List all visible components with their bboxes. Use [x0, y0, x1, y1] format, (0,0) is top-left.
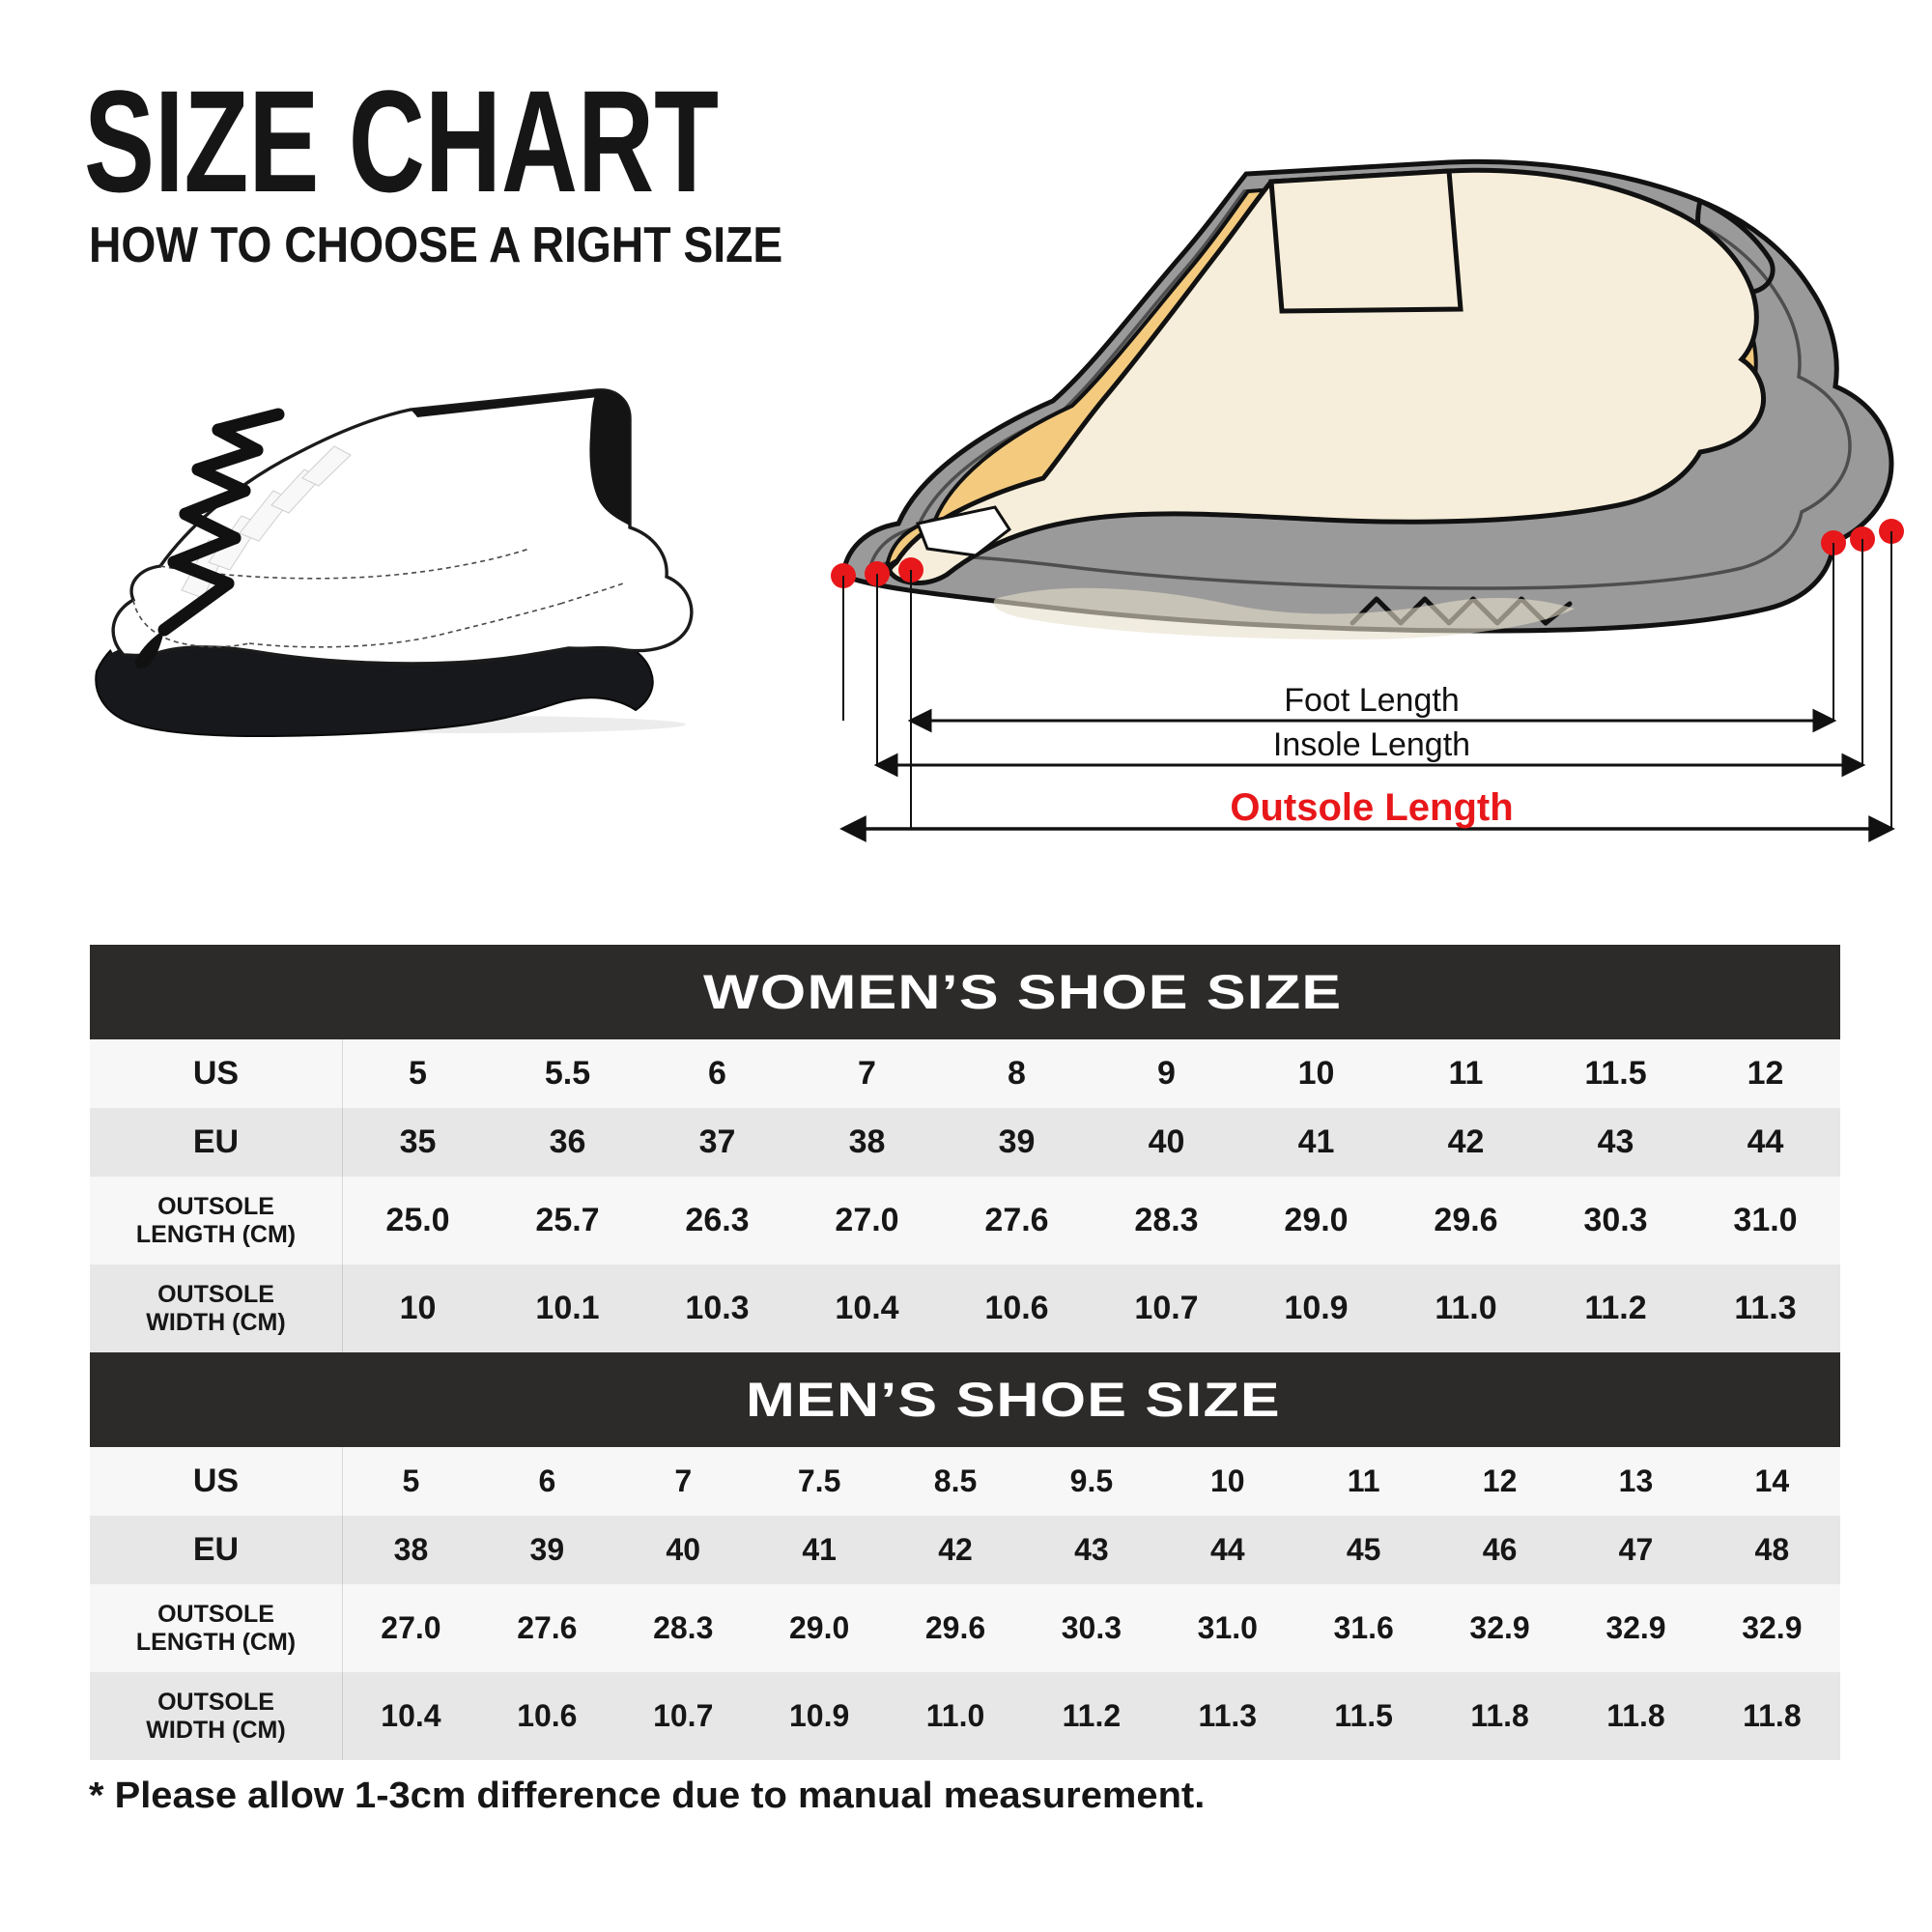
svg-text:Outsole Length: Outsole Length [1230, 786, 1513, 829]
svg-text:Foot Length: Foot Length [1284, 682, 1459, 719]
svg-text:Insole Length: Insole Length [1273, 726, 1470, 763]
